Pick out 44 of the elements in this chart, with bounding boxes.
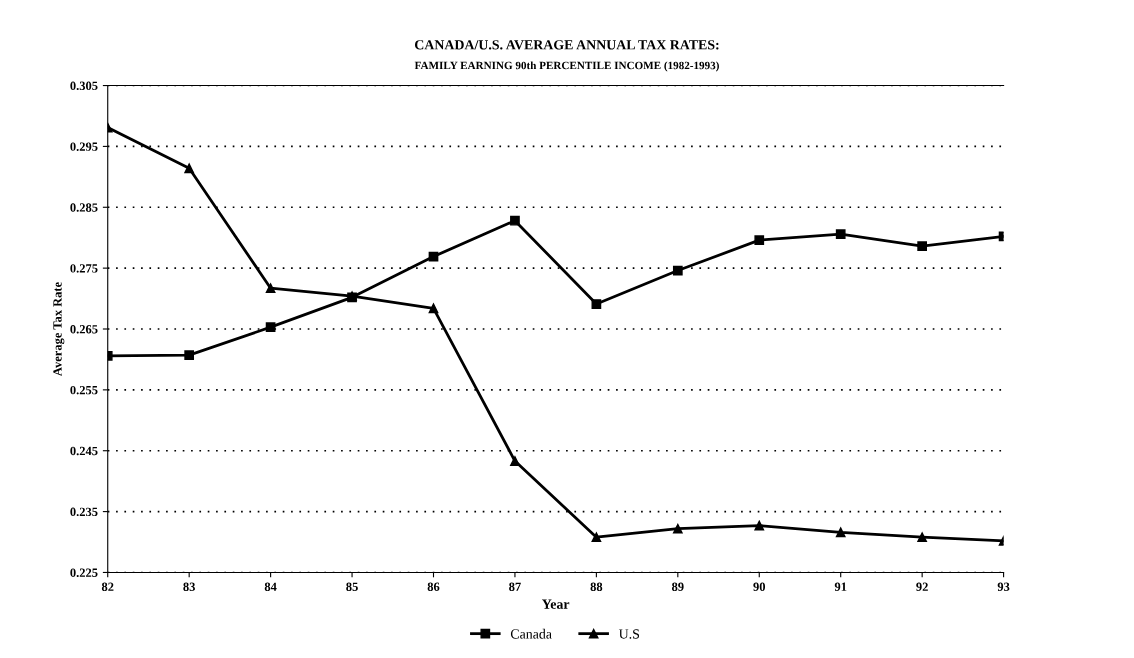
x-tick-label: 84 [264, 582, 277, 591]
y-tick-label: 0.275 [70, 264, 98, 273]
point [265, 322, 276, 333]
y-tick-label: 0.225 [70, 568, 98, 577]
point [428, 303, 439, 314]
y-tick-label: 0.255 [70, 385, 98, 395]
point [591, 532, 602, 543]
x-tick-label: 83 [183, 582, 195, 591]
point [835, 527, 846, 538]
point [184, 350, 195, 361]
x-tick-label: 86 [427, 582, 440, 591]
chart-title: CANADA/U.S. AVERAGE ANNUAL TAX RATES: [414, 40, 719, 50]
point [591, 299, 602, 309]
point [754, 235, 765, 245]
point [672, 265, 683, 276]
legend-label: U.S [618, 629, 640, 639]
x-tick-label: 82 [101, 582, 114, 591]
point [265, 283, 276, 294]
y-tick-label: 0.295 [70, 142, 98, 151]
y-tick-label: 0.245 [70, 446, 98, 456]
legend-label: Canada [510, 628, 552, 639]
point [917, 241, 928, 252]
x-tick-label: 88 [590, 582, 603, 591]
x-tick-label: 93 [997, 582, 1010, 591]
y-tick-label: 0.285 [70, 203, 98, 212]
y-axis-title: Average Tax Rate [53, 282, 65, 376]
point [835, 229, 846, 239]
point [672, 523, 683, 534]
point [510, 456, 520, 466]
x-tick-label: 89 [671, 582, 684, 591]
x-axis-title: Year [542, 599, 570, 609]
point [510, 215, 520, 226]
y-tick-label: 0.235 [70, 507, 98, 517]
point [184, 163, 195, 174]
chart-subtitle: FAMILY EARNING 90th PERCENTILE INCOME (1982-1993) [414, 61, 719, 72]
x-tick-label: 85 [346, 582, 358, 591]
y-tick-label: 0.265 [70, 325, 98, 334]
y-tick-label: 0.305 [70, 81, 98, 91]
point [754, 520, 765, 531]
x-tick-label: 90 [753, 582, 766, 591]
point [917, 532, 928, 543]
x-tick-label: 92 [916, 582, 928, 591]
x-tick-label: 91 [834, 582, 847, 591]
x-tick-label: 87 [509, 582, 521, 591]
